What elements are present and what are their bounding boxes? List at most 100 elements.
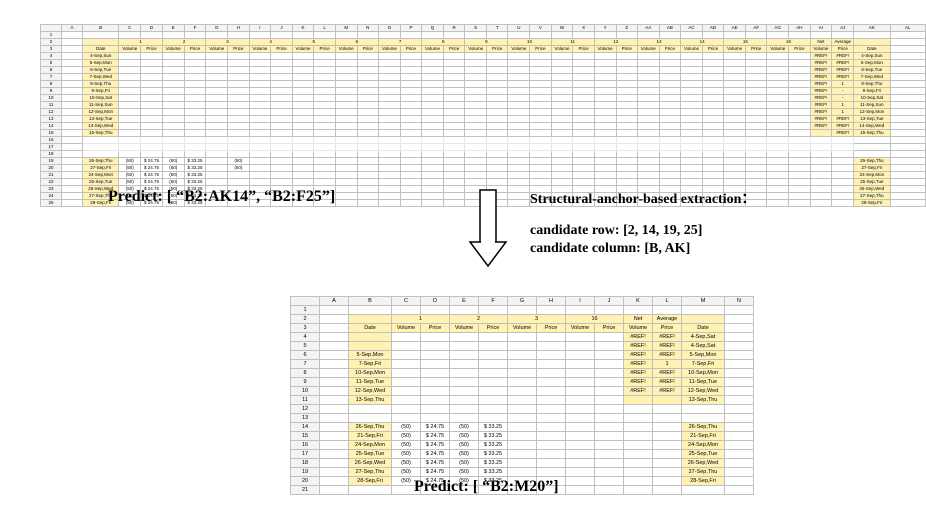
bottom-spreadsheet: ABCDEFGHIJKLMN1212316NetAverage3DateVolu… — [290, 296, 754, 495]
col-label: Volume — [508, 324, 537, 333]
col-hdr[interactable]: L — [653, 297, 682, 306]
col-label: Price — [537, 324, 566, 333]
col-hdr[interactable]: AC — [681, 25, 703, 32]
series-num: 10 — [508, 39, 551, 46]
net-hdr: Net — [810, 39, 832, 46]
col-hdr[interactable]: E — [450, 297, 479, 306]
row-date: 11-Sep,Sun — [83, 102, 119, 109]
col-label: Volume — [566, 324, 595, 333]
row-date: 13-Sep,Thu — [349, 396, 392, 405]
col-hdr[interactable]: AF — [745, 25, 766, 32]
col-hdr[interactable]: M — [335, 25, 357, 32]
col-hdr[interactable]: AD — [702, 25, 723, 32]
col-hdr[interactable]: J — [595, 297, 624, 306]
col-hdr[interactable]: K — [624, 297, 653, 306]
col-label: Volume — [624, 324, 653, 333]
row-date: 7-Sep,Fri — [349, 360, 392, 369]
col-label: Price — [653, 324, 682, 333]
row-date — [349, 342, 392, 351]
col-hdr[interactable]: I — [566, 297, 595, 306]
col-hdr[interactable]: D — [141, 25, 163, 32]
col-hdr[interactable]: AE — [724, 25, 746, 32]
row-date: 5-Sep,Mon — [83, 60, 119, 67]
row-date: 21-Sep,Fri — [349, 432, 392, 441]
col-hdr[interactable]: Q — [422, 25, 444, 32]
series-num: 8 — [422, 39, 465, 46]
col-hdr[interactable]: C — [392, 297, 421, 306]
row-date: 27-Sep,Fri — [83, 165, 119, 172]
col-hdr[interactable]: AH — [789, 25, 810, 32]
row-date: 24-Sep,Mon — [349, 441, 392, 450]
date-hdr: Date — [83, 46, 119, 53]
row-date: 26-Sep,Wed — [349, 459, 392, 468]
series-num: 1 — [119, 39, 162, 46]
col-hdr[interactable]: U — [508, 25, 530, 32]
row-date — [349, 333, 392, 342]
col-hdr[interactable]: AA — [637, 25, 659, 32]
col-hdr[interactable]: T — [487, 25, 508, 32]
col-label: Date — [682, 324, 725, 333]
series-num: 7 — [379, 39, 422, 46]
col-hdr[interactable]: O — [379, 25, 401, 32]
col-hdr[interactable]: AL — [890, 25, 925, 32]
col-hdr[interactable]: J — [271, 25, 292, 32]
col-hdr[interactable]: K — [292, 25, 314, 32]
col-hdr[interactable]: M — [682, 297, 725, 306]
predict-bottom-text: Predict: [ “B2:M20”] — [414, 478, 559, 496]
col-hdr[interactable]: V — [530, 25, 551, 32]
col-hdr[interactable]: S — [465, 25, 487, 32]
col-hdr[interactable]: AB — [659, 25, 680, 32]
col-hdr[interactable]: A — [320, 297, 349, 306]
col-hdr[interactable]: R — [443, 25, 464, 32]
col-hdr[interactable]: B — [349, 297, 392, 306]
row-date: 25-Sep,Tue — [83, 179, 119, 186]
row-date: 26-Sep,Thu — [83, 158, 119, 165]
series-num: 3 — [206, 39, 249, 46]
series-num: 11 — [551, 39, 594, 46]
col-hdr[interactable]: W — [551, 25, 573, 32]
row-date: 24-Sep,Mon — [83, 172, 119, 179]
col-hdr[interactable]: G — [508, 297, 537, 306]
series-num: 12 — [594, 39, 637, 46]
col-label: Volume — [392, 324, 421, 333]
col-label: Price — [421, 324, 450, 333]
structural-anchor-text: Structural-anchor-based extraction： — [530, 188, 755, 208]
col-hdr[interactable]: AK — [854, 25, 890, 32]
col-hdr[interactable]: F — [479, 297, 508, 306]
row-date: 5-Sep,Mon — [349, 351, 392, 360]
series-num: 16 — [767, 39, 810, 46]
row-date: 10-Sep,Sat — [83, 95, 119, 102]
col-hdr[interactable]: AJ — [832, 25, 854, 32]
row-date: 7-Sep,Wed — [83, 74, 119, 81]
row-date: 13-Sep,Tue — [83, 116, 119, 123]
col-hdr[interactable]: N — [357, 25, 378, 32]
col-hdr[interactable]: G — [206, 25, 228, 32]
col-hdr[interactable]: AI — [810, 25, 832, 32]
row-date: 12-Sep,Mon — [83, 109, 119, 116]
col-hdr[interactable]: Z — [616, 25, 637, 32]
series-num: 15 — [724, 39, 767, 46]
top-spreadsheet: ABCDEFGHIJKLMNOPQRSTUVWXYZAAABACADAEAFAG… — [40, 24, 926, 207]
col-hdr[interactable]: B — [83, 25, 119, 32]
row-date: 10-Sep,Mon — [349, 369, 392, 378]
col-hdr[interactable]: D — [421, 297, 450, 306]
row-date: 14-Sep,Wed — [83, 123, 119, 130]
col-hdr[interactable]: AG — [767, 25, 789, 32]
series-num: 5 — [292, 39, 335, 46]
col-hdr[interactable]: H — [228, 25, 249, 32]
col-hdr[interactable]: A — [62, 25, 83, 32]
col-hdr[interactable]: I — [249, 25, 271, 32]
col-hdr[interactable]: C — [119, 25, 141, 32]
row-date: 15-Sep,Thu — [83, 130, 119, 137]
col-hdr[interactable]: P — [400, 25, 421, 32]
predict-top-text: Predict: [ “B2:AK14”, “B2:F25”] — [108, 188, 335, 206]
col-hdr[interactable]: Y — [594, 25, 616, 32]
col-hdr[interactable]: F — [184, 25, 206, 32]
row-date: 27-Sep,Thu — [349, 468, 392, 477]
col-hdr[interactable]: N — [725, 297, 754, 306]
col-hdr[interactable]: L — [314, 25, 335, 32]
col-hdr[interactable]: H — [537, 297, 566, 306]
col-hdr[interactable]: E — [162, 25, 184, 32]
row-date: 26-Sep,Thu — [349, 423, 392, 432]
col-hdr[interactable]: X — [573, 25, 594, 32]
